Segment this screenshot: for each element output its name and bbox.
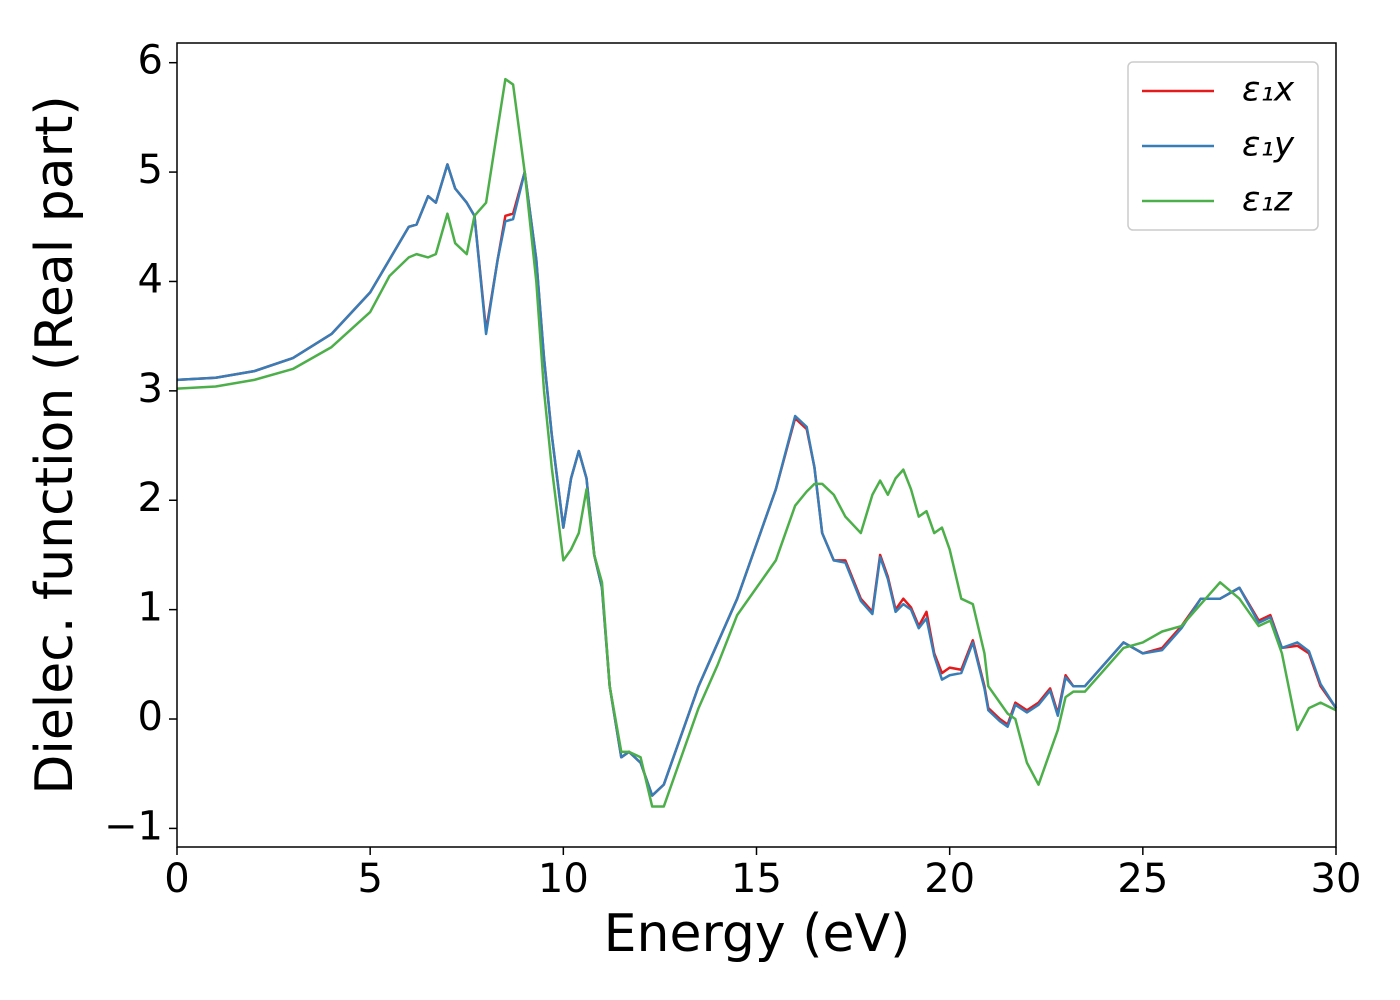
x-tick-label: 5 (357, 856, 382, 902)
legend-box (1127, 61, 1319, 231)
x-tick-label: 15 (731, 856, 782, 902)
y-tick-label: 2 (138, 475, 163, 521)
data-line (176, 163, 1338, 797)
x-tick-label: 25 (1117, 856, 1168, 902)
x-tick-label: 30 (1311, 856, 1362, 902)
y-tick-label: 0 (138, 694, 163, 740)
legend-label: ε₁y (1242, 125, 1295, 165)
y-tick-label: 1 (138, 585, 163, 631)
y-tick-label: 3 (138, 366, 163, 412)
x-tick-label: 0 (164, 856, 189, 902)
legend-label: ε₁x (1242, 70, 1295, 110)
y-tick-label: 5 (138, 147, 163, 193)
legend-label: ε₁z (1242, 180, 1293, 220)
x-axis-label: Energy (eV) (604, 904, 911, 964)
data-line (176, 163, 1338, 797)
plot-frame (176, 42, 1337, 848)
y-axis-label: Dielec. function (Real part) (25, 95, 85, 794)
x-tick-label: 10 (538, 856, 589, 902)
data-line (176, 77, 1337, 808)
y-tick-label: −1 (104, 803, 163, 849)
x-tick-label: 20 (924, 856, 975, 902)
y-tick-label: 6 (138, 38, 163, 84)
y-tick-label: 4 (138, 256, 163, 302)
